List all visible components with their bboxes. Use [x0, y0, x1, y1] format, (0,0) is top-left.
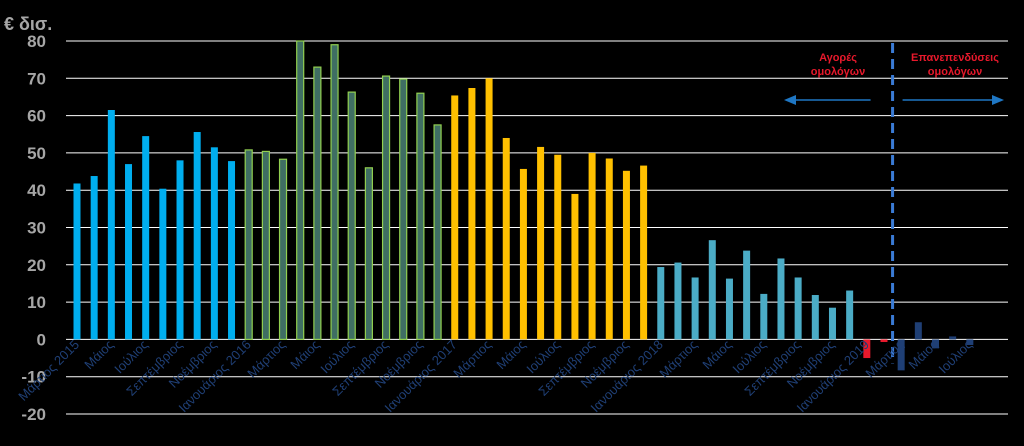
bar [811, 295, 819, 340]
y-tick-label: 10 [27, 293, 46, 312]
bar [571, 193, 579, 340]
y-tick-label: 60 [27, 107, 46, 126]
bar [468, 87, 476, 340]
bar [347, 91, 356, 340]
arrow-left-head [784, 95, 796, 105]
annotation-reinvestments: Επανεπενδύσεις ομολόγων [911, 52, 999, 78]
y-tick-label: 20 [27, 256, 46, 275]
bar [743, 250, 751, 340]
bar [485, 78, 493, 340]
y-axis-label: € δισ. [4, 14, 52, 34]
bar [725, 278, 733, 340]
y-tick-label: 80 [27, 32, 46, 51]
x-tick-label: Ιούλιος [935, 337, 974, 376]
y-tick-label: 70 [27, 69, 46, 88]
bar [244, 149, 253, 340]
x-tick-label: Μάρτιος [656, 337, 700, 381]
y-tick-label: -10 [21, 368, 46, 387]
bar [932, 339, 939, 349]
bar [760, 293, 768, 340]
bar [381, 75, 391, 341]
bar [880, 339, 888, 343]
bar [674, 262, 682, 340]
bar [142, 136, 150, 340]
bar [657, 267, 665, 340]
bar [691, 277, 699, 340]
grid-lines [66, 40, 1008, 415]
bar [519, 168, 527, 340]
bar [794, 277, 802, 340]
bar [193, 132, 201, 340]
arrow-right-head [992, 95, 1004, 105]
bar [588, 152, 596, 340]
y-tick-label: 0 [37, 330, 46, 349]
bar [73, 183, 81, 340]
bar [364, 167, 373, 341]
bar [261, 150, 270, 341]
bar [622, 170, 630, 340]
bar [313, 66, 322, 341]
x-tick-label: Μάρτιος [450, 337, 494, 381]
bars [73, 40, 974, 371]
bar [708, 240, 716, 340]
bar [949, 336, 957, 340]
bar [537, 146, 545, 340]
bar [107, 110, 115, 340]
bar [828, 307, 836, 340]
y-axis-ticks: -20 -10 0 10 20 30 40 50 60 70 80 [21, 32, 46, 424]
y-tick-label: -20 [21, 405, 46, 424]
bar [159, 188, 167, 340]
bar [846, 290, 854, 340]
annotations: Αγορές ομολόγων Επανεπενδύσεις ομολόγων [784, 43, 1004, 364]
x-axis-labels: Μάρτιος 2015 ΜάιοςΙούλιοςΣεπτέμβριοςΝοέμβ… [15, 337, 975, 415]
bar [90, 176, 98, 340]
bar [502, 137, 510, 340]
annotation-bond-purchases: Αγορές ομολόγων [811, 52, 865, 78]
bar [125, 164, 133, 340]
x-tick-label: Μάρτιος [244, 337, 288, 381]
bar [914, 322, 922, 340]
bar [863, 339, 871, 359]
bar [278, 158, 288, 340]
bar [228, 161, 236, 340]
y-tick-label: 50 [27, 144, 46, 163]
bar [451, 95, 459, 340]
bar [433, 124, 442, 341]
bar [330, 44, 339, 341]
bar [897, 339, 905, 371]
bar [966, 339, 974, 345]
bar [640, 165, 648, 340]
bar [210, 147, 218, 340]
bar [399, 78, 408, 341]
bar [554, 154, 562, 340]
bar [416, 92, 425, 340]
bar [296, 40, 305, 340]
y-tick-label: 40 [27, 181, 46, 200]
y-tick-label: 30 [27, 219, 46, 238]
bar [605, 158, 613, 340]
bar [176, 160, 184, 340]
bar [777, 258, 785, 340]
